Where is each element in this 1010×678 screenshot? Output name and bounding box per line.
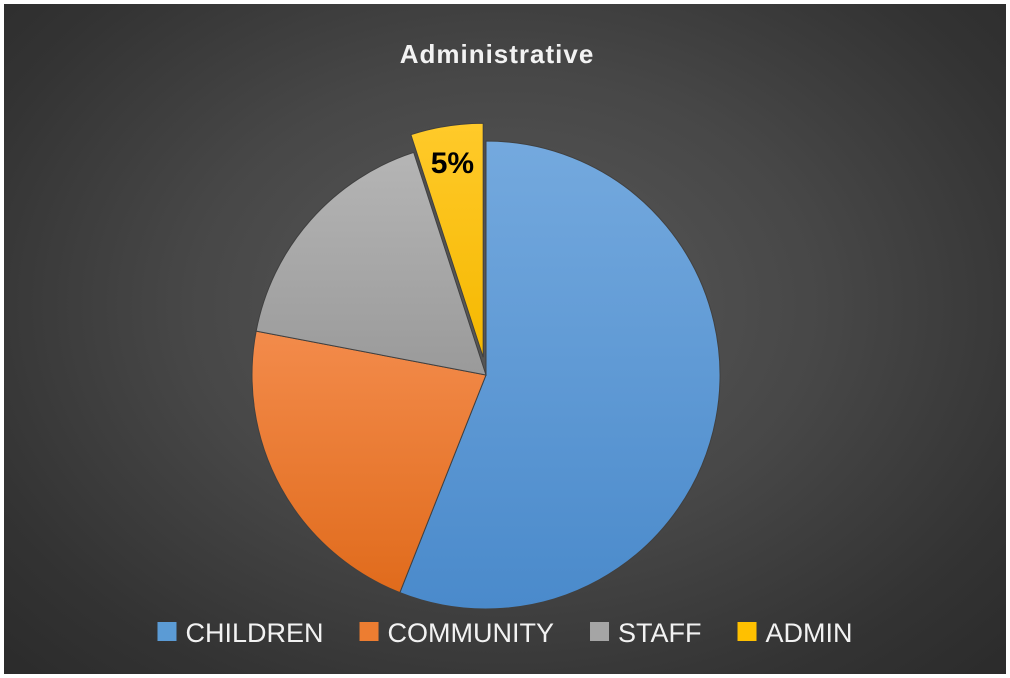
chart-title: Administrative bbox=[400, 39, 595, 69]
legend-item-staff: STAFF bbox=[590, 618, 702, 648]
legend-item-admin: ADMIN bbox=[737, 618, 853, 648]
pie-chart: Administrative 5% CHILDREN COMMUNITY STAFF… bbox=[157, 39, 853, 648]
legend-label-children: CHILDREN bbox=[185, 618, 323, 648]
legend-item-children: CHILDREN bbox=[157, 618, 324, 648]
pie-slice-staff bbox=[255, 151, 487, 376]
legend-swatch-community bbox=[359, 622, 379, 641]
legend-label-admin: ADMIN bbox=[766, 618, 853, 648]
legend-label-staff: STAFF bbox=[618, 618, 702, 648]
pie-slice-admin bbox=[410, 122, 484, 358]
legend-item-community: COMMUNITY bbox=[359, 618, 554, 648]
pie-slice-community bbox=[251, 330, 487, 594]
legend-swatch-admin bbox=[737, 622, 757, 641]
legend-swatch-children bbox=[157, 622, 177, 641]
chart-area: Administrative 5% CHILDREN COMMUNITY STAFF… bbox=[4, 4, 1006, 674]
pie-slice-children bbox=[399, 140, 721, 610]
data-label-admin: 5% bbox=[431, 147, 474, 180]
legend-swatch-staff bbox=[590, 622, 610, 641]
legend: CHILDREN COMMUNITY STAFF ADMIN bbox=[157, 618, 853, 648]
legend-label-community: COMMUNITY bbox=[388, 618, 554, 648]
